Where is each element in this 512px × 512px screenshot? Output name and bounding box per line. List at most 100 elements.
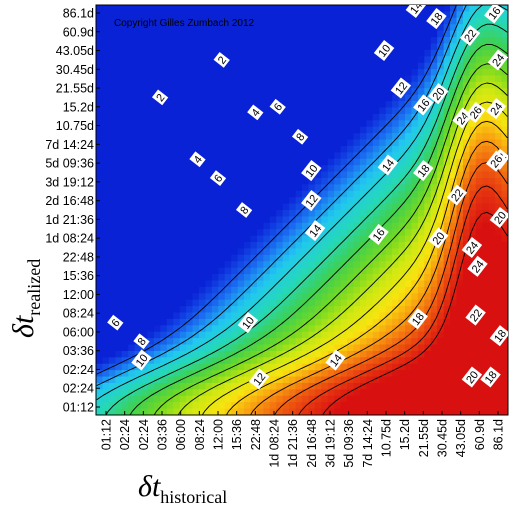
y-axis-subscript: realized: [24, 259, 44, 316]
heat-cell: [153, 402, 161, 410]
heat-cell: [96, 389, 104, 397]
contour-label-text: 20: [464, 369, 481, 386]
heat-cell: [263, 62, 271, 70]
heat-cell: [450, 293, 458, 301]
heat-cell: [340, 37, 348, 45]
heat-cell: [256, 184, 264, 192]
heat-cell: [430, 306, 438, 314]
heat-cell: [475, 49, 483, 57]
heat-cell: [173, 30, 181, 38]
heat-cell: [147, 17, 155, 25]
heat-cell: [276, 254, 284, 262]
heat-cell: [166, 248, 174, 256]
heat-cell: [224, 402, 232, 410]
heat-cell: [340, 139, 348, 147]
heat-cell: [495, 75, 503, 83]
heat-cell: [443, 235, 451, 243]
heat-cell: [121, 145, 129, 153]
heat-cell: [147, 177, 155, 185]
heat-cell: [244, 139, 252, 147]
heat-cell: [186, 120, 194, 128]
heat-cell: [411, 376, 419, 384]
heat-cell: [398, 165, 406, 173]
heat-cell: [437, 216, 445, 224]
heat-cell: [411, 280, 419, 288]
heat-cell: [308, 357, 316, 365]
heat-cell: [160, 242, 168, 250]
heat-cell: [469, 184, 477, 192]
heat-cell: [417, 261, 425, 269]
heat-cell: [186, 325, 194, 333]
heat-cell: [199, 286, 207, 294]
heat-cell: [372, 24, 380, 32]
heat-cell: [347, 402, 355, 410]
heat-cell: [450, 325, 458, 333]
contour-label-bg: [248, 368, 270, 390]
heat-cell: [115, 344, 123, 352]
heat-cell: [424, 242, 432, 250]
heat-cell: [302, 152, 310, 160]
heat-cell: [340, 88, 348, 96]
heat-cell: [205, 75, 213, 83]
heat-cell: [443, 62, 451, 70]
heat-cell: [173, 197, 181, 205]
heat-cell: [437, 338, 445, 346]
heat-cell: [108, 197, 116, 205]
heat-cell: [443, 184, 451, 192]
heat-cell: [411, 350, 419, 358]
heat-cell: [199, 113, 207, 121]
heat-cell: [160, 177, 168, 185]
heat-cell: [231, 357, 239, 365]
heat-cell: [379, 286, 387, 294]
heat-cell: [256, 152, 264, 160]
heat-cell: [501, 190, 508, 198]
heat-cell: [276, 94, 284, 102]
heat-cell: [366, 293, 374, 301]
heat-cell: [141, 190, 149, 198]
heat-cell: [353, 126, 361, 134]
heat-cell: [327, 325, 335, 333]
contour-label-text: 14: [328, 352, 345, 369]
heat-cell: [186, 94, 194, 102]
heat-cell: [334, 94, 342, 102]
heat-cell: [462, 75, 470, 83]
heat-cell: [347, 280, 355, 288]
heat-cell: [450, 312, 458, 320]
heat-cell: [115, 235, 123, 243]
heat-cell: [308, 24, 316, 32]
heat-cell: [166, 306, 174, 314]
heat-cell: [450, 344, 458, 352]
heat-cell: [289, 62, 297, 70]
heat-cell: [141, 267, 149, 275]
heat-cell: [495, 24, 503, 32]
heat-cell: [295, 81, 303, 89]
heat-cell: [501, 306, 508, 314]
heat-cell: [462, 17, 470, 25]
heat-cell: [411, 81, 419, 89]
heat-cell: [199, 229, 207, 237]
heat-cell: [314, 318, 322, 326]
heat-cell: [327, 165, 335, 173]
heat-cell: [141, 389, 149, 397]
heat-cell: [211, 318, 219, 326]
heat-cell: [173, 139, 181, 147]
heat-cell: [211, 81, 219, 89]
heat-cell: [353, 190, 361, 198]
heat-cell: [179, 152, 187, 160]
heat-cell: [424, 338, 432, 346]
heat-cell: [276, 184, 284, 192]
heat-cell: [269, 62, 277, 70]
heat-cell: [211, 30, 219, 38]
heat-cell: [488, 177, 496, 185]
heat-cell: [276, 43, 284, 51]
heat-cell: [173, 235, 181, 243]
heat-cell: [289, 242, 297, 250]
heat-cell: [269, 197, 277, 205]
heat-cell: [359, 24, 367, 32]
heat-cell: [199, 133, 207, 141]
heat-cell: [269, 11, 277, 19]
heat-cell: [314, 210, 322, 218]
heat-cell: [96, 94, 104, 102]
heat-cell: [398, 382, 406, 390]
heat-cell: [141, 5, 149, 13]
